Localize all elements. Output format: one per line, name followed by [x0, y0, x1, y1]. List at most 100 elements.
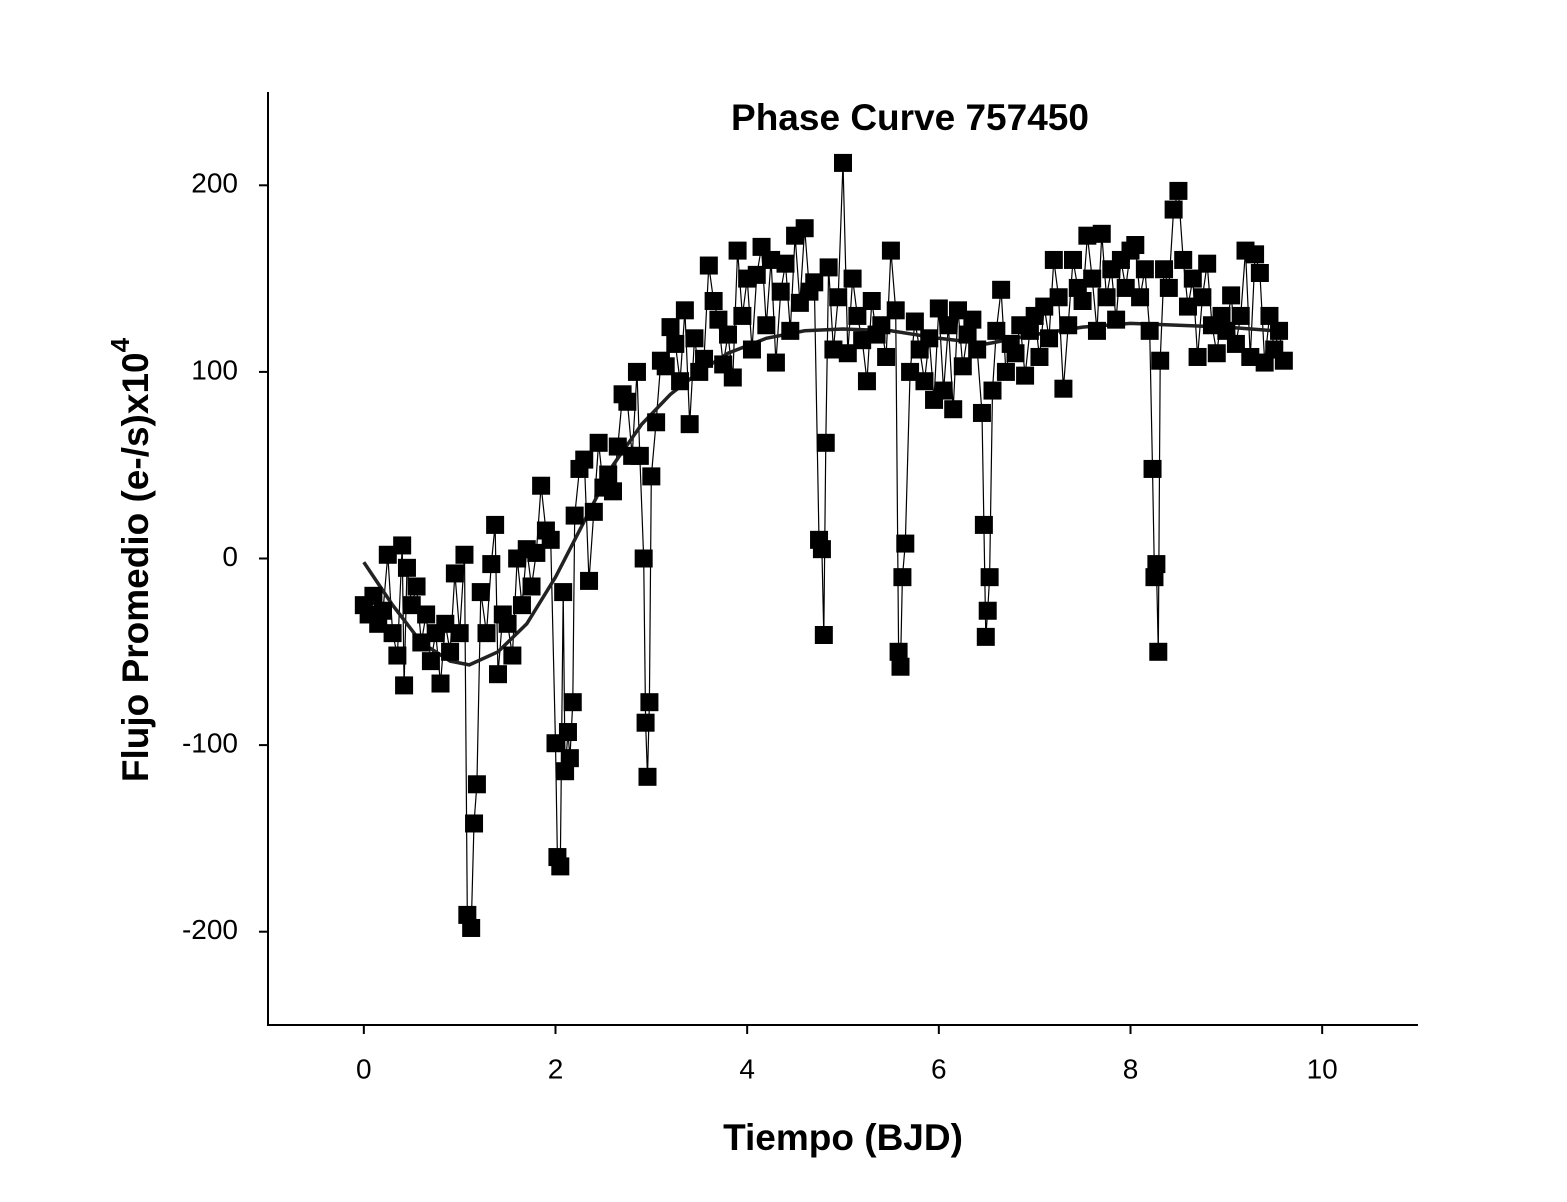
- data-point: [1260, 306, 1279, 325]
- data-point: [1226, 334, 1245, 353]
- data-point: [436, 614, 455, 633]
- data-point: [580, 571, 599, 590]
- y-axis-label: Flujo Promedio (e-/s)x104: [105, 337, 156, 782]
- data-point: [795, 219, 814, 238]
- data-point: [532, 476, 551, 495]
- data-point: [728, 241, 747, 260]
- data-point: [589, 433, 608, 452]
- data-point: [554, 583, 573, 602]
- data-point: [1054, 379, 1073, 398]
- data-point: [1274, 351, 1293, 370]
- data-point: [980, 568, 999, 587]
- data-point: [558, 723, 577, 742]
- data-point: [618, 392, 637, 411]
- data-point: [441, 642, 460, 661]
- data-point: [757, 316, 776, 335]
- data-point: [407, 577, 426, 596]
- x-tick-label: 6: [931, 1053, 947, 1084]
- x-tick-label: 2: [548, 1053, 564, 1084]
- data-point: [482, 555, 501, 574]
- data-point: [374, 601, 392, 620]
- data-point: [1169, 181, 1188, 200]
- data-point: [889, 642, 908, 661]
- data-point: [920, 329, 939, 348]
- y-axis-label-exponent: 4: [105, 337, 135, 352]
- data-point: [666, 334, 685, 353]
- data-point: [872, 316, 891, 335]
- data-point: [853, 331, 872, 350]
- data-point: [393, 536, 412, 555]
- data-point: [575, 450, 594, 469]
- data-point: [949, 301, 967, 320]
- chart-title: Phase Curve 757450: [731, 97, 1089, 138]
- y-tick-label: 200: [191, 168, 238, 199]
- data-point: [627, 362, 646, 381]
- data-point: [503, 646, 522, 665]
- data-point: [634, 549, 653, 568]
- data-point: [397, 558, 416, 577]
- data-point: [1073, 291, 1092, 310]
- data-point: [766, 353, 785, 372]
- data-point: [1035, 297, 1054, 316]
- data-point: [1016, 366, 1035, 385]
- data-point: [983, 381, 1002, 400]
- data-point: [661, 318, 680, 337]
- data-point: [388, 646, 407, 665]
- data-point: [896, 534, 915, 553]
- data-point: [630, 446, 649, 465]
- data-point: [412, 633, 431, 652]
- data-point: [834, 153, 852, 172]
- x-axis-label: Tiempo (BJD): [723, 1117, 963, 1158]
- data-point: [402, 596, 421, 615]
- data-point: [1198, 254, 1217, 273]
- data-point: [723, 368, 742, 387]
- y-tick-label: 100: [191, 354, 238, 385]
- data-point: [843, 269, 862, 288]
- data-point: [486, 515, 505, 534]
- data-point: [1151, 351, 1170, 370]
- data-point: [1049, 288, 1068, 307]
- data-point: [462, 918, 481, 937]
- data-point: [1078, 226, 1097, 245]
- data-point: [541, 530, 560, 549]
- data-point: [551, 857, 570, 876]
- data-point: [1059, 316, 1078, 335]
- data-point: [1250, 264, 1269, 283]
- y-tick-label: -100: [182, 727, 238, 758]
- data-point: [742, 340, 761, 359]
- data-point: [881, 241, 900, 260]
- data-point: [974, 515, 993, 534]
- data-point: [383, 624, 402, 643]
- x-tick-label: 0: [356, 1053, 372, 1084]
- data-point: [968, 340, 987, 359]
- data-point: [640, 693, 659, 712]
- data-point: [1083, 269, 1102, 288]
- data-point: [1126, 236, 1145, 255]
- data-point: [704, 291, 723, 310]
- data-point: [824, 340, 843, 359]
- data-point: [1030, 347, 1049, 366]
- data-point: [1149, 642, 1168, 661]
- data-point: [733, 306, 752, 325]
- data-point: [675, 301, 694, 320]
- x-tick-label: 10: [1307, 1053, 1338, 1084]
- y-tick-label: 0: [222, 541, 238, 572]
- data-point: [893, 568, 912, 587]
- data-point: [1006, 344, 1025, 363]
- data-point: [1135, 260, 1154, 279]
- data-point: [489, 665, 507, 684]
- data-point: [1241, 347, 1260, 366]
- data-point: [1092, 224, 1111, 243]
- data-point: [455, 545, 474, 564]
- data-point: [953, 357, 972, 376]
- data-point: [565, 506, 584, 525]
- data-point: [781, 321, 800, 340]
- data-point: [584, 502, 603, 521]
- data-point: [699, 256, 718, 275]
- data-point: [498, 614, 517, 633]
- data-point: [671, 372, 690, 391]
- data-point: [992, 280, 1011, 299]
- data-point: [848, 306, 867, 325]
